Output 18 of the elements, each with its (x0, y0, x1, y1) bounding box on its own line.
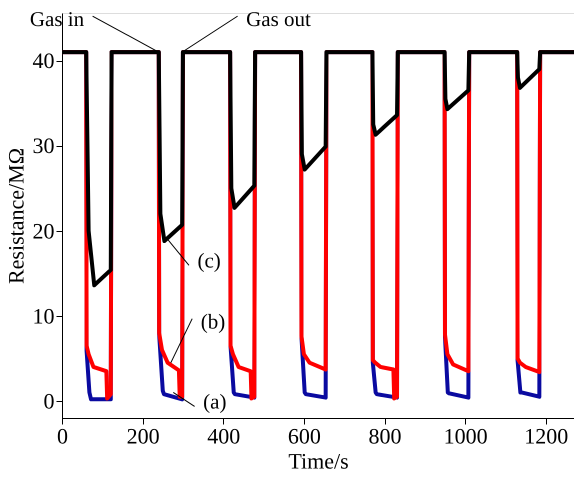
y-tick-label: 40 (32, 48, 54, 74)
annotation: (b) (200, 310, 226, 334)
annotation: Gas in (30, 7, 85, 32)
x-tick-label: 600 (288, 424, 321, 448)
x-tick-label: 1000 (444, 424, 488, 448)
annotation: (c) (197, 248, 221, 272)
annotation: Gas out (246, 7, 312, 32)
y-tick-label: 20 (32, 218, 54, 244)
x-tick-label: 800 (368, 424, 402, 448)
y-axis-title: Resistance/MΩ (4, 148, 28, 284)
x-tick-label: 200 (126, 424, 160, 448)
x-tick-label: 400 (207, 424, 240, 448)
y-tick-label: 10 (32, 303, 54, 328)
x-tick-label: 1200 (524, 424, 568, 448)
y-tick-label: 0 (44, 388, 54, 414)
x-axis-title: Time/s (288, 448, 349, 474)
y-tick-label: 30 (32, 133, 54, 158)
annotation: (a) (203, 389, 226, 414)
